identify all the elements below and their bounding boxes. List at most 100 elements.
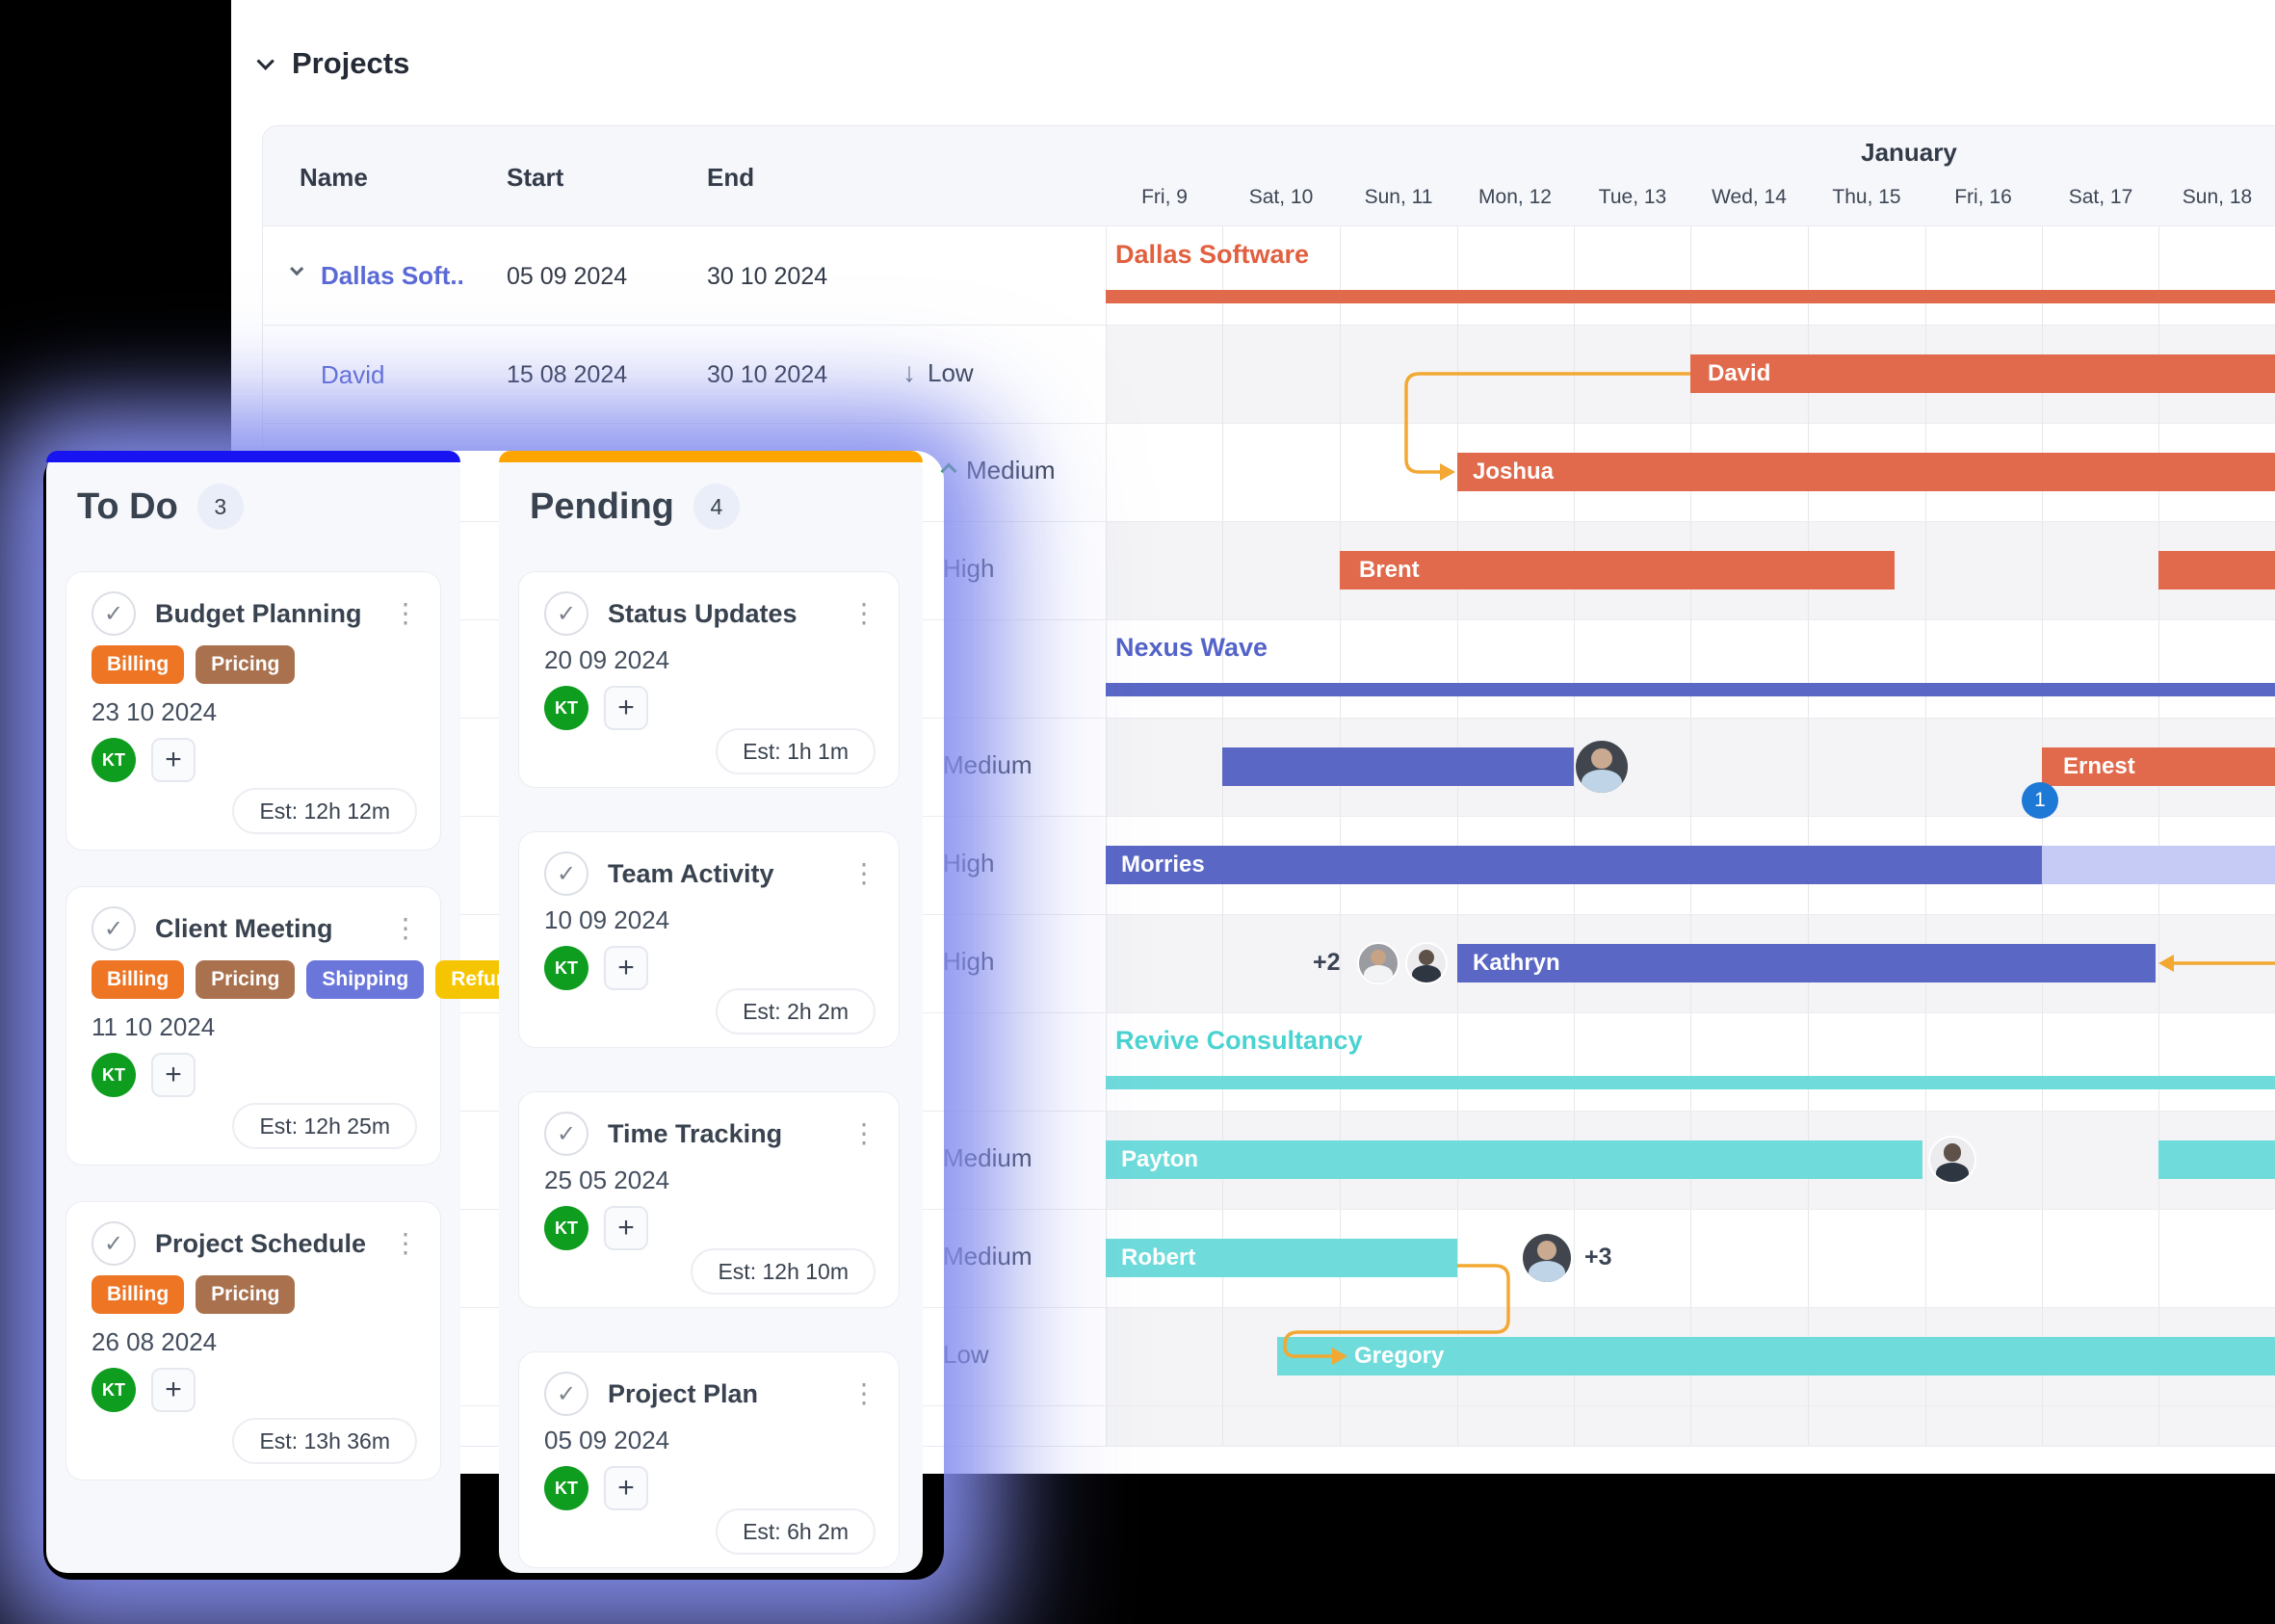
avatar-shoulders: [1582, 770, 1622, 793]
check-circle-icon[interactable]: ✓: [544, 1372, 588, 1416]
project-summary-bar[interactable]: [1106, 683, 2275, 696]
check-circle-icon[interactable]: ✓: [544, 591, 588, 636]
check-circle-icon[interactable]: ✓: [92, 1221, 136, 1266]
gantt-bar-label: Brent: [1359, 557, 1420, 583]
day-header: Thu, 15: [1832, 186, 1901, 208]
gantt-bar-brent[interactable]: Brent: [1340, 551, 1895, 589]
gantt-bar-planned-segment[interactable]: [2042, 846, 2275, 884]
gantt-bar-gregory[interactable]: Gregory: [1277, 1337, 2275, 1375]
add-assignee-button[interactable]: +: [604, 1466, 648, 1510]
assignee-avatar[interactable]: [1523, 1234, 1571, 1282]
priority-cell: Medium: [940, 456, 1056, 485]
day-header: Sun, 18: [2182, 186, 2253, 208]
notification-badge[interactable]: 1: [2022, 782, 2058, 819]
assignee-avatar-kt[interactable]: KT: [544, 946, 588, 990]
card-due-date: 11 10 2024: [92, 1012, 216, 1041]
gantt-bar-ernest[interactable]: Ernest: [2042, 747, 2275, 786]
priority-label: Medium: [966, 456, 1056, 485]
estimate-badge: Est: 12h 12m: [232, 788, 417, 834]
card-title: Team Activity: [608, 858, 774, 888]
task-card-project-plan[interactable]: ✓ Project Plan ⋮ 05 09 2024 KT + Est: 6h…: [518, 1351, 900, 1568]
check-circle-icon[interactable]: ✓: [92, 591, 136, 636]
kebab-menu-icon[interactable]: ⋮: [850, 858, 877, 888]
task-card-time-tracking[interactable]: ✓ Time Tracking ⋮ 25 05 2024 KT + Est: 1…: [518, 1091, 900, 1308]
tag-row: Billing Pricing: [92, 1275, 296, 1314]
arrow-down-icon: ↓: [902, 357, 916, 387]
kanban-board: To Do 3 ✓ Budget Planning ⋮ Billing Pric…: [43, 451, 944, 1580]
kebab-menu-icon[interactable]: ⋮: [850, 1378, 877, 1408]
project-summary-bar[interactable]: [1106, 1076, 2275, 1089]
column-header: Pending 4: [530, 484, 740, 530]
extra-assignees-count[interactable]: +2: [1313, 949, 1341, 976]
task-card-team-activity[interactable]: ✓ Team Activity ⋮ 10 09 2024 KT + Est: 2…: [518, 831, 900, 1048]
task-card-client-meeting[interactable]: ✓ Client Meeting ⋮ Billing Pricing Shipp…: [65, 886, 536, 1166]
assignee-avatar[interactable]: [1405, 942, 1448, 984]
assignee-avatar-kt[interactable]: KT: [544, 1466, 588, 1510]
add-assignee-button[interactable]: +: [151, 738, 196, 782]
kebab-menu-icon[interactable]: ⋮: [392, 913, 419, 943]
gantt-project-heading: Dallas Software: [1115, 240, 1310, 269]
gantt-table: Name Start End January Fri, 9 Sat, 10 Su…: [262, 125, 2275, 1447]
add-assignee-button[interactable]: +: [604, 1206, 648, 1250]
assignee-avatar-kt[interactable]: KT: [544, 1206, 588, 1250]
gantt-bar-joshua[interactable]: Joshua: [1457, 453, 2275, 491]
assignee-avatar-kt[interactable]: KT: [92, 738, 136, 782]
add-assignee-button[interactable]: +: [604, 946, 648, 990]
gantt-bar-label: Gregory: [1354, 1343, 1445, 1369]
project-name-link[interactable]: Dallas Soft..: [321, 261, 464, 290]
column-header-end: End: [707, 163, 755, 192]
priority-label: Medium: [943, 750, 1033, 779]
assignee-avatar[interactable]: [1357, 942, 1399, 984]
avatar-head: [1537, 1241, 1556, 1260]
gantt-bar-segment[interactable]: [2158, 551, 2275, 589]
assignee-avatar[interactable]: [1576, 741, 1628, 793]
gantt-bar-morries[interactable]: Morries: [1106, 846, 2042, 884]
gantt-bar-unlabeled[interactable]: [1222, 747, 1574, 786]
day-gridline: [1457, 226, 1458, 1446]
priority-cell: High: [943, 849, 994, 878]
row-divider: [263, 718, 2275, 719]
task-card-project-schedule[interactable]: ✓ Project Schedule ⋮ Billing Pricing 26 …: [65, 1201, 441, 1480]
assignee-row: KT +: [544, 1466, 648, 1510]
gantt-bar-segment[interactable]: [2158, 1140, 2275, 1179]
gantt-bar-kathryn[interactable]: Kathryn: [1457, 944, 2156, 982]
card-title: Project Plan: [608, 1378, 759, 1408]
add-assignee-button[interactable]: +: [604, 686, 648, 730]
check-circle-icon[interactable]: ✓: [92, 906, 136, 951]
assignee-avatar[interactable]: [1928, 1136, 1976, 1184]
extra-assignees-count[interactable]: +3: [1584, 1244, 1612, 1270]
check-circle-icon[interactable]: ✓: [544, 851, 588, 896]
row-divider: [263, 325, 2275, 326]
assignee-avatar-kt[interactable]: KT: [92, 1053, 136, 1097]
add-assignee-button[interactable]: +: [151, 1368, 196, 1412]
arrowhead-right-icon: [1440, 463, 1455, 481]
assignee-avatar-kt[interactable]: KT: [544, 686, 588, 730]
project-summary-bar[interactable]: [1106, 290, 2275, 303]
kebab-menu-icon[interactable]: ⋮: [850, 598, 877, 628]
card-due-date: 26 08 2024: [92, 1327, 218, 1356]
assignee-avatar-kt[interactable]: KT: [92, 1368, 136, 1412]
assignee-row: KT +: [92, 1053, 196, 1097]
check-circle-icon[interactable]: ✓: [544, 1112, 588, 1156]
chevron-down-icon[interactable]: [290, 262, 304, 276]
day-gridline: [2158, 226, 2159, 1446]
kebab-menu-icon[interactable]: ⋮: [392, 1228, 419, 1258]
avatar-head: [1591, 747, 1612, 770]
column-count-badge: 3: [196, 484, 244, 530]
gantt-bar-payton[interactable]: Payton: [1106, 1140, 1922, 1179]
kebab-menu-icon[interactable]: ⋮: [392, 598, 419, 628]
kebab-menu-icon[interactable]: ⋮: [850, 1118, 877, 1148]
task-card-status-updates[interactable]: ✓ Status Updates ⋮ 20 09 2024 KT + Est: …: [518, 571, 900, 788]
task-end-date: 30 10 2024: [707, 361, 828, 388]
gantt-bar-david[interactable]: David: [1690, 354, 2275, 393]
gantt-bar-robert[interactable]: Robert: [1106, 1239, 1457, 1277]
day-gridline: [2042, 226, 2043, 1446]
add-assignee-button[interactable]: +: [151, 1053, 196, 1097]
row-divider: [263, 423, 2275, 424]
projects-section-header[interactable]: Projects: [256, 42, 409, 85]
priority-cell: High: [943, 947, 994, 977]
task-card-budget-planning[interactable]: ✓ Budget Planning ⋮ Billing Pricing 23 1…: [65, 571, 441, 851]
day-gridline: [1222, 226, 1223, 1446]
estimate-badge: Est: 12h 10m: [691, 1248, 876, 1295]
task-name-link[interactable]: David: [321, 360, 385, 389]
